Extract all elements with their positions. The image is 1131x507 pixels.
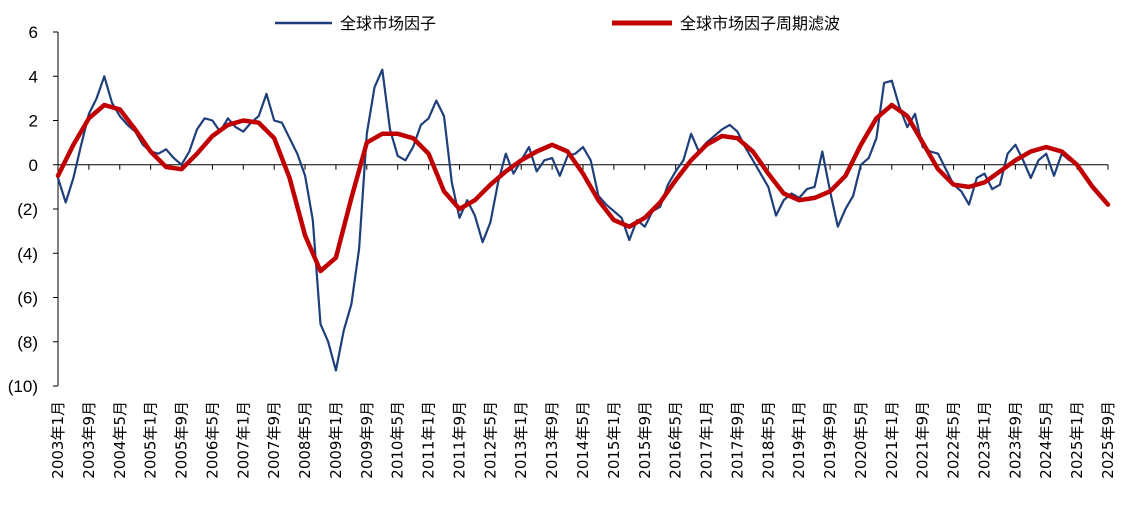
x-tick-label: 2013年1月 <box>512 401 530 479</box>
x-tick-label: 2004年5月 <box>111 401 129 479</box>
y-axis: 6 4 2 0 (2) (4) (6) (8) (10) <box>8 23 59 396</box>
x-tick-label: 2025年9月 <box>1099 401 1117 479</box>
legend-label-filtered: 全球市场因子周期滤波 <box>680 14 840 33</box>
x-tick-label: 2023年1月 <box>975 401 993 479</box>
y-tick-label: (2) <box>17 200 38 219</box>
x-tick-label: 2012年5月 <box>481 401 499 479</box>
x-tick-label: 2017年1月 <box>698 401 716 479</box>
x-axis: 2003年1月 2003年9月 2004年5月 2005年1月 2005年9月 2006年… <box>49 164 1117 479</box>
y-tick-label: (10) <box>8 377 38 396</box>
x-tick-label: 2003年1月 <box>49 401 67 479</box>
legend-label-raw: 全球市场因子 <box>340 14 436 33</box>
y-tick-label: (6) <box>17 289 38 308</box>
plot-area <box>55 68 1111 372</box>
x-tick-label: 2010年5月 <box>389 401 407 479</box>
x-tick-label: 2019年1月 <box>790 401 808 479</box>
x-tick-label: 2023年9月 <box>1006 401 1024 479</box>
x-tick-label: 2025年1月 <box>1068 401 1086 479</box>
y-tick-label: 6 <box>29 23 38 42</box>
y-tick-label: 2 <box>29 112 38 131</box>
y-tick-label: (8) <box>17 333 38 352</box>
x-tick-label: 2022年5月 <box>945 401 963 479</box>
x-tick-label: 2009年9月 <box>358 401 376 479</box>
y-tick-label: 0 <box>29 156 38 175</box>
x-tick-label: 2021年1月 <box>883 401 901 479</box>
x-tick-label: 2011年9月 <box>450 401 468 479</box>
x-tick-label: 2003年9月 <box>80 401 98 479</box>
y-tick-label: (4) <box>17 244 38 263</box>
x-tick-label: 2018年5月 <box>759 401 777 479</box>
x-tick-label: 2007年1月 <box>234 401 252 479</box>
x-tick-label: 2016年5月 <box>667 401 685 479</box>
legend: 全球市场因子 全球市场因子周期滤波 <box>275 14 840 33</box>
x-tick-label: 2005年9月 <box>173 401 191 479</box>
x-tick-label: 2011年1月 <box>420 401 438 479</box>
x-tick-label: 2021年9月 <box>914 401 932 479</box>
x-tick-label: 2019年9月 <box>821 401 839 479</box>
x-tick-label: 2017年9月 <box>728 401 746 479</box>
x-tick-label: 2024年5月 <box>1037 401 1055 479</box>
series-line-raw <box>56 68 1071 372</box>
x-tick-label: 2015年1月 <box>605 401 623 479</box>
x-tick-label: 2020年5月 <box>852 401 870 479</box>
x-tick-label: 2014年5月 <box>574 401 592 479</box>
x-tick-label: 2015年9月 <box>636 401 654 479</box>
x-tick-label: 2008年5月 <box>296 401 314 479</box>
x-tick-label: 2013年9月 <box>543 401 561 479</box>
x-tick-label: 2005年1月 <box>142 401 160 479</box>
y-tick-label: 4 <box>29 67 38 86</box>
x-tick-label: 2007年9月 <box>265 401 283 479</box>
x-tick-label: 2009年1月 <box>327 401 345 479</box>
x-tick-label: 2006年5月 <box>203 401 221 479</box>
series-line-filtered <box>55 102 1111 274</box>
